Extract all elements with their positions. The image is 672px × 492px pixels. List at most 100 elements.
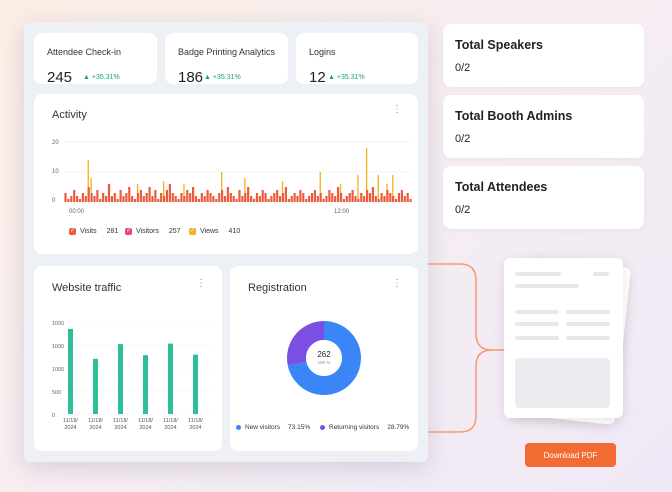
card-title: Total Speakers xyxy=(455,38,544,52)
traffic-x-tick: 2024 xyxy=(89,425,101,431)
activity-visits-bar xyxy=(296,196,299,202)
activity-visits-bar xyxy=(189,193,192,202)
stat-card-logins: Logins 12 ▲ +35.31% xyxy=(296,33,418,86)
y-tick: 0 xyxy=(52,198,56,204)
legend-dot-icon xyxy=(236,425,241,430)
activity-visits-bar xyxy=(163,196,166,202)
activity-visits-bar xyxy=(200,193,203,202)
activity-visits-bar xyxy=(145,193,148,202)
card-title: Registration xyxy=(248,282,307,294)
card-title: Activity xyxy=(52,109,87,121)
doc-image-placeholder xyxy=(515,358,610,408)
activity-visits-bar xyxy=(197,199,200,202)
activity-visits-bar xyxy=(223,196,227,202)
activity-visits-bar xyxy=(226,187,229,202)
activity-views-bar xyxy=(392,175,394,202)
activity-visits-bar xyxy=(131,196,134,202)
activity-visits-bar xyxy=(215,199,218,202)
activity-visits-bar xyxy=(128,187,131,202)
stat-value: 186 xyxy=(178,69,204,86)
doc-line xyxy=(566,336,610,340)
download-pdf-button[interactable]: Download PDF xyxy=(525,443,616,467)
activity-visits-bar xyxy=(325,196,328,202)
traffic-x-tick: 11/18/ xyxy=(113,418,128,424)
traffic-x-tick: 11/18/ xyxy=(138,418,153,424)
legend-visits[interactable]: ✓ Visits 281 xyxy=(69,228,118,235)
activity-visits-bar xyxy=(261,190,264,202)
activity-visits-bar xyxy=(209,193,212,202)
activity-visits-bar xyxy=(255,193,258,202)
activity-visits-bar xyxy=(281,193,285,202)
activity-visits-bar xyxy=(212,196,215,202)
activity-visits-bar xyxy=(119,190,122,202)
activity-views-bar xyxy=(221,172,223,202)
y-tick: 1000 xyxy=(52,367,65,373)
activity-visits-bar xyxy=(267,199,270,202)
activity-visits-bar xyxy=(331,193,334,202)
activity-visits-bar xyxy=(279,196,282,202)
activity-visits-bar xyxy=(134,199,137,202)
activity-visits-bar xyxy=(180,193,183,202)
activity-visits-bar xyxy=(192,187,195,202)
activity-visits-bar xyxy=(241,196,244,202)
activity-visits-bar xyxy=(293,193,296,202)
activity-visits-bar xyxy=(371,187,374,202)
activity-visits-bar xyxy=(81,193,84,202)
legend-returning-visitors[interactable]: Returning visitors 28.79% xyxy=(320,424,409,431)
traffic-x-tick: 11/18/ xyxy=(163,418,178,424)
activity-visits-bar xyxy=(400,190,403,202)
traffic-x-tick: 2024 xyxy=(164,425,176,431)
activity-visits-bar xyxy=(409,199,412,202)
activity-visits-bar xyxy=(287,199,290,202)
legend-count: 257 xyxy=(168,228,181,235)
activity-visits-bar xyxy=(368,193,372,202)
activity-visits-bar xyxy=(99,199,102,202)
activity-visits-bar xyxy=(360,193,363,202)
activity-visits-bar xyxy=(139,190,142,202)
legend-visitors[interactable]: ✓ Visitors 257 xyxy=(125,228,181,235)
traffic-bar xyxy=(68,328,73,414)
registration-card: Registration ⋮ 262 100 % New visitors 73… xyxy=(230,266,418,451)
activity-visits-bar xyxy=(122,196,125,202)
card-value: 0/2 xyxy=(455,62,471,74)
activity-visits-bar xyxy=(148,187,151,202)
activity-views-bar xyxy=(281,181,284,202)
activity-visits-bar xyxy=(392,196,395,202)
activity-visits-bar xyxy=(105,196,108,202)
activity-visits-bar xyxy=(177,199,180,202)
legend-label: Visitors xyxy=(136,228,159,235)
doc-line xyxy=(515,272,561,276)
stat-delta: ▲ +35.31% xyxy=(328,74,365,81)
traffic-bar xyxy=(118,344,123,414)
activity-visits-bar xyxy=(93,196,96,202)
activity-visits-bar xyxy=(67,199,70,202)
activity-visits-bar xyxy=(70,196,73,202)
activity-visits-bar xyxy=(334,196,337,202)
activity-visits-bar xyxy=(351,190,354,202)
activity-visits-bar xyxy=(319,193,322,202)
activity-visits-bar xyxy=(238,190,241,202)
activity-visits-bar xyxy=(348,193,351,202)
stat-card-badge: Badge Printing Analytics 186 ▲ +35.31% xyxy=(165,33,288,86)
total-attendees-card: Total Attendees 0/2 xyxy=(443,166,644,229)
activity-visits-bar xyxy=(87,187,90,202)
stat-value: 245 xyxy=(47,69,73,86)
legend-count: 410 xyxy=(228,228,241,235)
activity-views-bar xyxy=(163,181,165,202)
legend-label: Visits xyxy=(80,228,97,235)
activity-views-bar xyxy=(183,184,185,202)
activity-chart xyxy=(64,141,412,203)
traffic-x-tick: 2024 xyxy=(64,425,76,431)
legend-new-visitors[interactable]: New visitors 73.15% xyxy=(236,424,310,431)
activity-visits-bar xyxy=(125,193,128,202)
legend-label: Returning visitors xyxy=(329,424,380,431)
activity-visits-bar xyxy=(386,190,389,202)
activity-visits-bar xyxy=(203,196,206,202)
legend-views[interactable]: ✓ Views 410 xyxy=(189,228,240,235)
y-tick: 10 xyxy=(52,169,59,175)
activity-visits-bar xyxy=(250,196,253,202)
activity-visits-bar xyxy=(337,187,340,202)
traffic-chart: 11/18/202411/18/202411/18/202411/18/2024… xyxy=(62,322,212,431)
traffic-bar xyxy=(168,343,173,414)
